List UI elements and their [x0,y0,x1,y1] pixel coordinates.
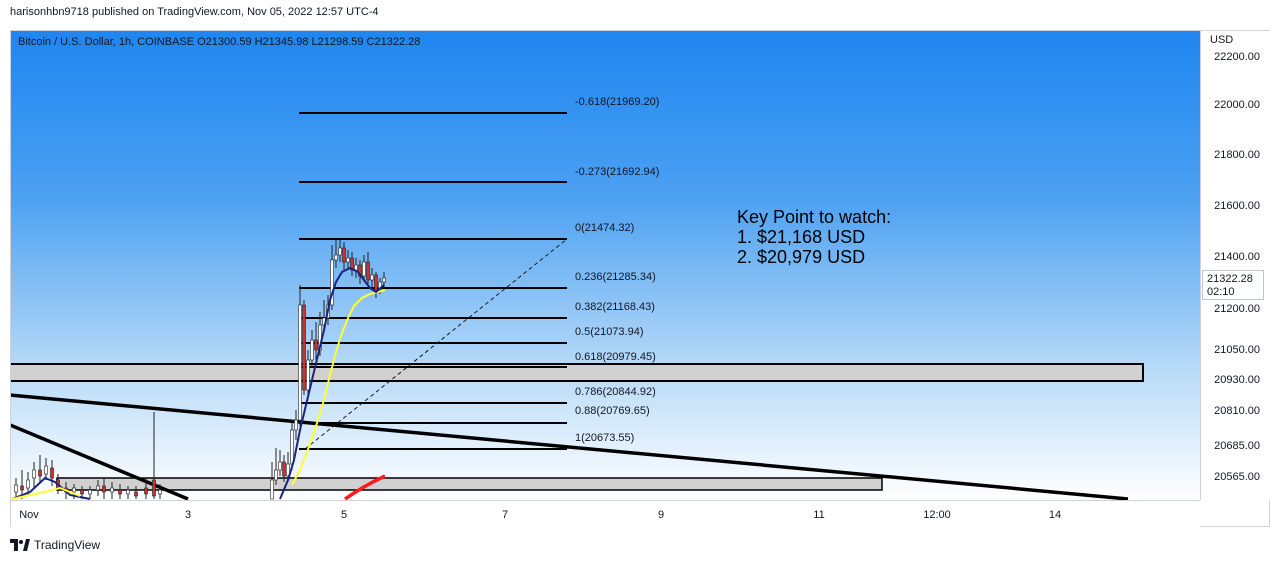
trendline-descending-long [11,393,1129,500]
time-tick: 7 [501,509,509,521]
candle-body [32,469,36,479]
time-tick: Nov [19,509,39,521]
chart-area[interactable] [11,31,1200,500]
price-tick: 21400.00 [1214,251,1260,263]
candle-body [270,479,274,500]
tradingview-brand: TradingView [34,538,101,552]
candle-body [330,259,334,306]
tradingview-logo-icon [10,539,30,551]
price-tick: 21600.00 [1214,200,1260,212]
ma-slow-line-left [11,486,81,500]
currency-label: USD [1210,34,1234,46]
candle-body [118,489,122,495]
candle-body [310,339,314,361]
candle-body [286,463,290,477]
support-zone-upper [11,363,1144,382]
ma-fast-line-left [11,476,91,500]
candle-body [370,274,374,281]
candle-body [342,247,346,263]
support-zone-lower [56,477,883,491]
candle-body [14,484,18,493]
fib-label-088: 0.88(20769.65) [575,405,650,417]
candle-body [382,277,386,283]
candle-body [354,264,358,271]
candle-body [20,485,24,491]
candle-body [38,469,42,477]
candle-body [152,479,156,497]
fib-label-0: 0(21474.32) [575,222,635,234]
price-tick: 21200.00 [1214,303,1260,315]
price-tick: 20565.00 [1214,471,1260,483]
time-tick: 5 [340,509,348,521]
time-scale[interactable]: Nov 3 5 7 9 11 12:00 14 [11,500,1200,527]
candle-body [314,339,318,351]
candle-body [110,487,114,493]
price-tick: 21050.00 [1214,344,1260,356]
time-tick: 14 [1048,509,1062,521]
price-tick: 22200.00 [1214,51,1260,63]
fib-label-0236: 0.236(21285.34) [575,271,656,283]
fib-label-1: 1(20673.55) [575,432,635,444]
candle-body [134,491,138,497]
fib-label-neg0618: -0.618(21969.20) [575,96,660,108]
candle-body [278,461,282,471]
candle-body [144,487,148,495]
trendline-descending-short [11,423,189,500]
candle-body [298,304,302,421]
fib-label-0618: 0.618(20979.45) [575,351,656,363]
fib-label-neg0273: -0.273(21692.94) [575,166,660,178]
price-scale[interactable]: 22200.00 22000.00 21800.00 21600.00 2140… [1200,31,1270,500]
candle-body [366,261,370,281]
candle-body [362,261,366,277]
candle-body [290,429,294,465]
price-tick: 21800.00 [1214,149,1260,161]
time-tick: 11 [813,509,825,521]
candle-body [26,479,30,489]
current-price-badge: 21322.28 02:10 [1202,270,1264,300]
candle-body [72,487,76,493]
publish-header: harisonhbn9718 published on TradingView.… [10,6,379,18]
price-tick: 22000.00 [1214,99,1260,111]
candle-body [80,489,84,495]
red-curve [343,474,386,500]
candle-body [302,304,306,391]
candle-body [294,419,298,431]
candle-body [88,489,92,495]
tradingview-logo[interactable]: TradingView [10,538,100,552]
candle-body [374,274,378,291]
candle-body [44,465,48,475]
candle-body [102,485,106,493]
candle-body [274,469,278,481]
current-price-value: 21322.28 [1207,273,1253,285]
time-tick: 9 [657,509,665,521]
symbol-info: Bitcoin / U.S. Dollar, 1h, COINBASE O213… [18,36,421,48]
fib-label-0382: 0.382(21168.43) [575,301,655,313]
fib-level-lines [299,112,567,450]
candle-body [306,359,310,391]
candle-body [126,489,130,495]
candle-body [50,467,54,479]
price-tick: 20810.00 [1214,405,1260,417]
candle-body [96,485,100,491]
fib-label-05: 0.5(21073.94) [575,326,644,338]
candle-body [282,461,286,477]
ma-slow-line [291,289,386,486]
price-tick: 20685.00 [1214,440,1260,452]
candle-body [158,489,162,495]
price-tick: 20930.00 [1214,374,1260,386]
candle-body [334,254,338,261]
candle-body [346,257,350,263]
key-points-annotation[interactable]: Key Point to watch: 1. $21,168 USD 2. $2… [737,207,892,267]
fib-label-0786: 0.786(20844.92) [575,386,656,398]
ma-fast-line [279,266,385,500]
time-tick: 12:00 [923,509,951,521]
candle-body [338,247,342,256]
time-tick: 3 [184,509,192,521]
bar-countdown: 02:10 [1207,286,1235,298]
